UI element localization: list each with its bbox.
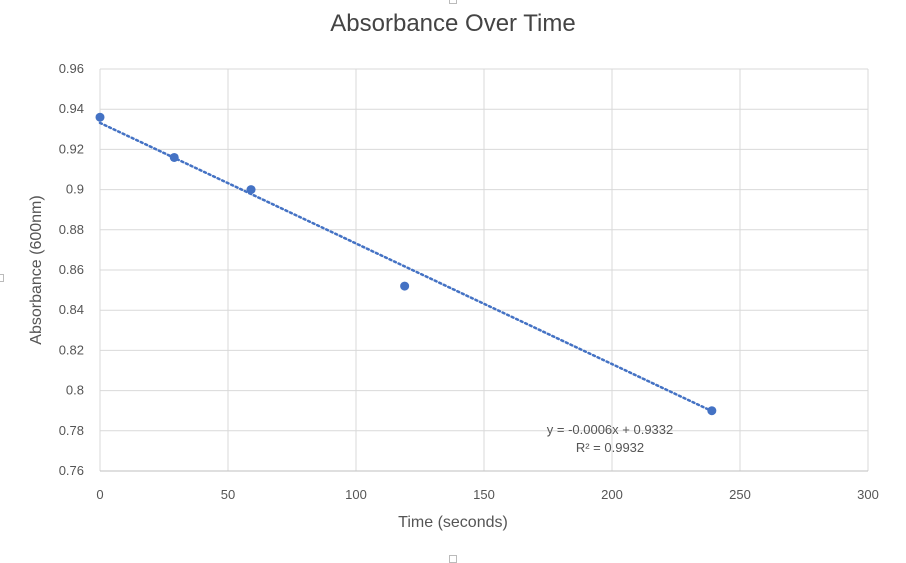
y-tick-label: 0.96	[59, 61, 84, 76]
x-tick-label: 50	[221, 487, 235, 502]
data-point	[246, 185, 256, 195]
data-point	[400, 281, 410, 291]
y-tick-label: 0.76	[59, 463, 84, 478]
y-tick-label: 0.88	[59, 222, 84, 237]
y-tick-label: 0.82	[59, 342, 84, 357]
resize-handle-bottom[interactable]	[449, 555, 457, 563]
trendline-r-squared: R² = 0.9932	[575, 440, 645, 455]
x-tick-label: 300	[857, 487, 879, 502]
y-tick-label: 0.78	[59, 423, 84, 438]
data-point	[707, 406, 717, 416]
x-tick-label: 0	[96, 487, 103, 502]
x-tick-label: 250	[729, 487, 751, 502]
trendline	[98, 121, 714, 413]
trendline-label: y = -0.0006x + 0.9332 R² = 0.9932	[515, 421, 705, 457]
y-tick-label: 0.8	[66, 383, 84, 398]
y-tick-label: 0.92	[59, 141, 84, 156]
data-point	[95, 112, 105, 122]
y-tick-label: 0.84	[59, 302, 84, 317]
x-axis-label: Time (seconds)	[398, 514, 508, 531]
chart-title: Absorbance Over Time	[330, 10, 576, 37]
x-tick-label: 150	[473, 487, 495, 502]
y-tick-label: 0.9	[66, 182, 84, 197]
y-tick-label: 0.94	[59, 101, 84, 116]
data-point	[169, 152, 179, 162]
x-tick-label: 200	[601, 487, 623, 502]
resize-handle-left[interactable]	[0, 274, 4, 282]
trendline-equation: y = -0.0006x + 0.9332	[546, 422, 674, 437]
resize-handle-top[interactable]	[449, 0, 457, 4]
y-tick-label: 0.86	[59, 262, 84, 277]
x-tick-label: 100	[345, 487, 367, 502]
